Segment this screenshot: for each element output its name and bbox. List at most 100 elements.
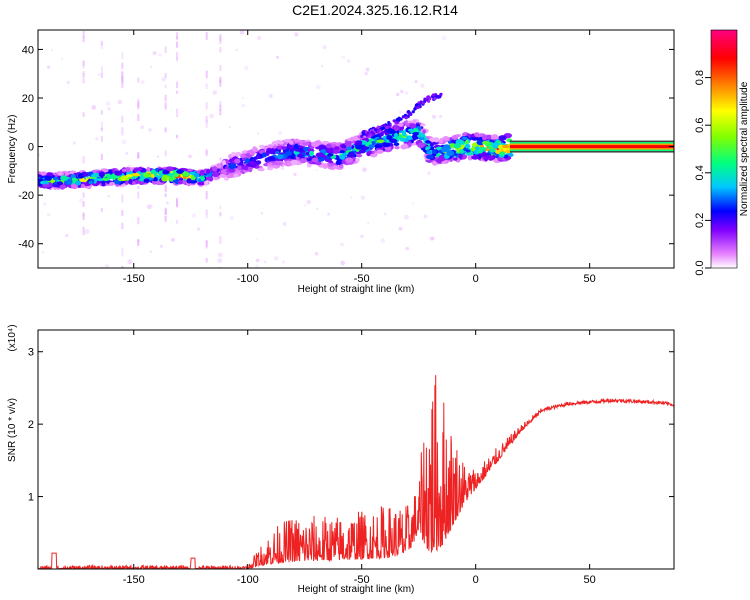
snr-panel: -150 -100 -50 0 50 1 2 3 Height of straight lin… (7, 324, 675, 595)
spectrogram-noise-streak (82, 72, 85, 77)
spectrogram-noise-streak (219, 64, 222, 71)
spectrogram-noise-streak (82, 192, 85, 198)
spectrogram-blob (82, 171, 88, 177)
spectrogram-speckle (91, 105, 97, 110)
snr-y-tick-label: 2 (28, 419, 34, 431)
spectrogram-speckle (229, 215, 234, 221)
spectrogram-speckle (158, 53, 162, 57)
spectrogram-speckle (400, 89, 404, 94)
spectrogram-speckle (360, 195, 365, 200)
spectrogram-blob (146, 166, 151, 172)
spectrogram-y-tick-label: 20 (22, 93, 34, 105)
spectrogram-x-tick-label: 0 (473, 273, 479, 285)
spectrogram-blob (40, 171, 47, 176)
spectrogram-branch-blob (362, 130, 366, 134)
spectrogram-x-tick-label: 50 (584, 273, 596, 285)
spectrogram-speckle (212, 90, 218, 95)
spectrogram-blob (394, 126, 399, 132)
spectrogram-blob (339, 150, 345, 154)
spectrogram-speckle (46, 213, 51, 217)
spectrogram-noise-streak (100, 43, 103, 49)
spectrogram-blob (339, 154, 346, 160)
spectrogram-blob (442, 136, 450, 141)
spectrogram-blob (374, 144, 383, 148)
spectrogram-noise-streak (100, 266, 103, 268)
spectrogram-blob (162, 170, 170, 175)
spectrogram-speckle (367, 221, 370, 225)
spectrogram-noise-streak (205, 102, 208, 110)
spectrogram-speckle (322, 45, 327, 50)
spectrogram-speckle (161, 76, 167, 82)
spectrogram-noise-streak (100, 153, 103, 161)
spectrogram-blob (109, 181, 116, 186)
spectrogram-noise-streak (164, 73, 167, 78)
spectrogram-branch-blob (380, 126, 384, 131)
spectrogram-blob (133, 167, 143, 172)
spectrogram-speckle (140, 80, 145, 85)
spectrogram-blob (275, 150, 280, 154)
spectrogram-noise-streak (164, 84, 167, 89)
spectrogram-blob (288, 140, 294, 145)
spectrogram-noise-streak (176, 57, 179, 62)
spectrogram-blob (349, 136, 355, 142)
spectrogram-blob (199, 169, 205, 176)
spectrogram-noise-streak (164, 101, 167, 109)
spectrogram-speckle (209, 113, 215, 119)
spectrogram-blob (386, 135, 393, 140)
spectrogram-blob (96, 178, 105, 182)
spectrogram-blob (478, 147, 487, 151)
spectrogram-speckle (217, 252, 223, 258)
spectrogram-blob (52, 176, 59, 181)
spectrogram-noise-streak (219, 79, 222, 87)
spectrogram-branch-blob (421, 101, 426, 105)
spectrogram-blob (293, 143, 299, 150)
spectrogram-noise-streak (176, 41, 179, 48)
spectrogram-noise-streak (137, 114, 140, 122)
spectrogram-x-axis-label: Height of straight line (km) (298, 284, 415, 295)
spectrogram-blob (42, 184, 50, 188)
spectrogram-speckle (280, 166, 285, 171)
spectrogram-blob (207, 173, 212, 177)
spectrogram-blob (452, 157, 458, 161)
spectrogram-y-tick-label: -20 (18, 190, 34, 202)
spectrogram-noise-streak (176, 199, 179, 208)
spectrogram-speckle (306, 200, 311, 205)
spectrogram-noise-streak (205, 209, 208, 215)
spectrogram-blob (426, 154, 434, 160)
spectrogram-y-tick-label: 40 (22, 44, 34, 56)
spectrogram-noise-streak (82, 30, 85, 39)
spectrogram-speckle (278, 130, 283, 135)
spectrogram-noise-streak (82, 112, 85, 117)
spectrogram-noise-streak (164, 215, 167, 222)
spectrogram-noise-streak (205, 149, 208, 157)
spectrogram-branch-blob (423, 97, 427, 101)
spectrogram-speckle (228, 126, 231, 129)
spectrogram-speckle (316, 84, 321, 90)
spectrogram-speckle (38, 153, 41, 157)
spectrogram-noise-streak (164, 185, 167, 192)
spectrogram-blob (487, 146, 493, 150)
spectrogram-noise-streak (176, 81, 179, 89)
spectrogram-noise-streak (121, 79, 124, 89)
spectrogram-blob (465, 149, 471, 153)
spectrogram-speckle (281, 260, 286, 264)
spectrogram-speckle (191, 213, 196, 218)
spectrogram-blob (355, 158, 360, 162)
spectrogram-noise-streak (205, 214, 208, 219)
spectrogram-speckle (149, 250, 153, 254)
spectrogram-blob (456, 134, 461, 138)
spectrogram-speckle (260, 212, 264, 215)
spectrogram-blob (306, 157, 312, 162)
spectrogram-noise-streak (100, 136, 103, 142)
spectrogram-blob (440, 146, 450, 153)
spectrogram-speckle (380, 238, 386, 244)
spectrogram-speckle (152, 51, 157, 56)
spectrogram-blob (472, 142, 478, 148)
spectrogram-blob (371, 140, 376, 146)
spectrogram-noise-streak (219, 109, 222, 116)
spectrogram-branch-blob (360, 134, 364, 138)
spectrogram-branch-blob (385, 126, 389, 130)
spectrogram-blob (276, 154, 284, 160)
spectrogram-speckle (420, 83, 425, 88)
spectrogram-blob (334, 146, 340, 151)
